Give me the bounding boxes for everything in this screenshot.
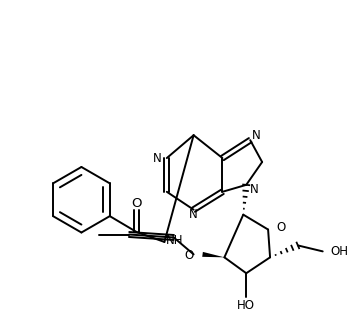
Text: O: O bbox=[184, 249, 194, 262]
Polygon shape bbox=[202, 252, 225, 257]
Text: O: O bbox=[131, 197, 142, 210]
Text: N: N bbox=[153, 151, 162, 165]
Text: NH: NH bbox=[165, 234, 183, 248]
Text: N: N bbox=[252, 129, 261, 142]
Text: O: O bbox=[276, 221, 285, 234]
Text: N: N bbox=[189, 208, 198, 221]
Text: HO: HO bbox=[237, 299, 255, 312]
Text: OH: OH bbox=[331, 245, 348, 258]
Text: N: N bbox=[250, 183, 259, 196]
